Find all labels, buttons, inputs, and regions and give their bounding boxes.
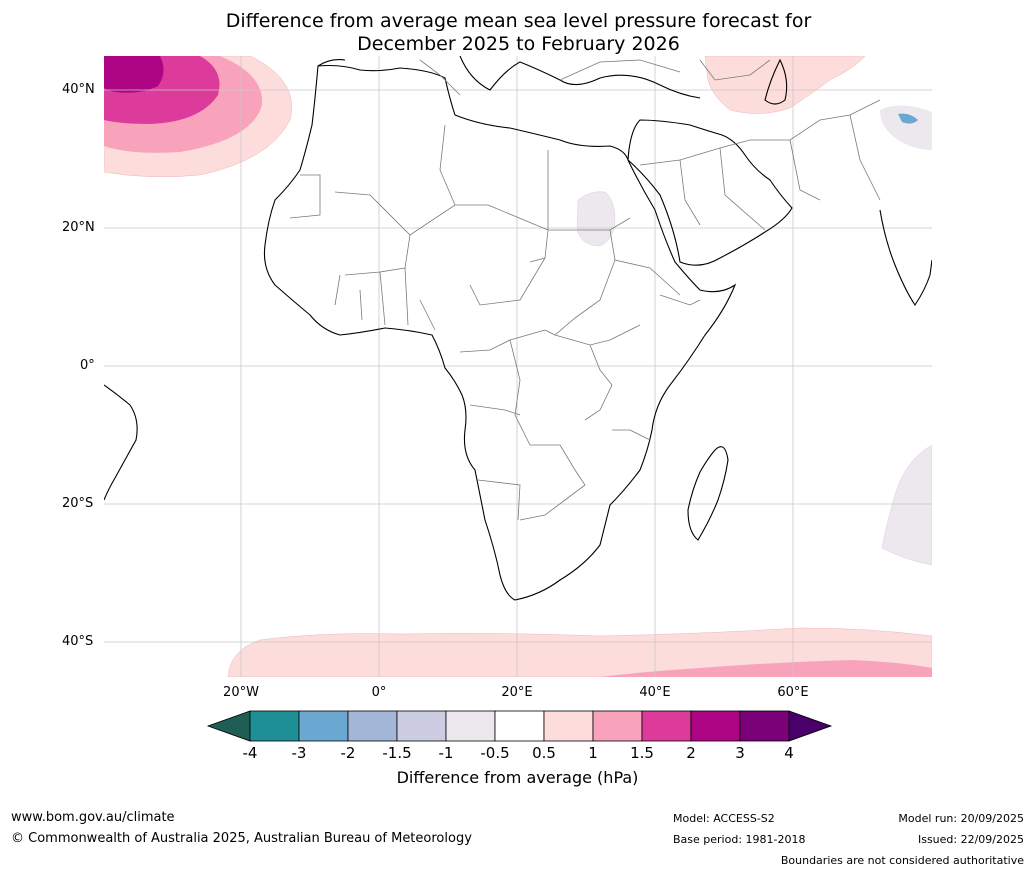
india-coast — [879, 209, 932, 306]
colorbar-cell — [396, 710, 447, 742]
footer-model-run: Model run: 20/09/2025 — [898, 812, 1024, 825]
lon-label-60e: 60°E — [777, 685, 809, 700]
colorbar-cell — [249, 710, 300, 742]
colorbar-cell — [592, 710, 643, 742]
colorbar-cell — [298, 710, 349, 742]
caspian-coast — [764, 58, 788, 105]
colorbar-tick-label: -1 — [438, 744, 454, 762]
colorbar-cell — [347, 710, 398, 742]
anomaly-himalaya-neg2 — [898, 113, 918, 124]
lon-label-0: 0° — [371, 685, 387, 700]
footer-disclaimer: Boundaries are not considered authoritat… — [780, 854, 1024, 867]
gridlines — [104, 56, 932, 677]
lon-label-40e: 40°E — [639, 685, 671, 700]
anomaly-sahara-neg — [576, 191, 616, 247]
anomaly-himalaya-neg — [880, 105, 932, 150]
coastlines — [104, 56, 932, 601]
lat-label-20s: 20°S — [62, 496, 94, 511]
pressure-anomaly-map — [104, 56, 932, 677]
chart-title: Difference from average mean sea level p… — [0, 10, 1035, 56]
colorbar-tick-label: 0.5 — [532, 744, 556, 762]
anomaly-caspian-0.5 — [704, 56, 866, 114]
colorbar-tick-label: -3 — [291, 744, 307, 762]
colorbar-cell — [690, 710, 741, 742]
colorbar-tick-label: -4 — [242, 744, 258, 762]
colorbar-extend-low — [206, 710, 251, 742]
colorbar-tick-label: 3 — [735, 744, 745, 762]
title-line-2: December 2025 to February 2026 — [357, 33, 680, 55]
colorbar-cell — [494, 710, 545, 742]
anomaly-south-1 — [600, 660, 932, 677]
colorbar-tick-label: 1 — [588, 744, 598, 762]
colorbar-cell — [739, 710, 790, 742]
footer-website[interactable]: www.bom.gov.au/climate — [11, 810, 175, 825]
colorbar-tick-label: -0.5 — [480, 744, 510, 762]
footer-model: Model: ACCESS-S2 — [673, 812, 775, 825]
colorbar-tick-label: 1.5 — [630, 744, 654, 762]
footer-copyright: © Commonwealth of Australia 2025, Austra… — [11, 831, 472, 846]
lat-label-40n: 40°N — [62, 82, 95, 97]
footer-issued: Issued: 22/09/2025 — [917, 833, 1024, 846]
madagascar-coast — [687, 446, 729, 541]
colorbar-tick-label: -1.5 — [382, 744, 412, 762]
anomaly-nw-2 — [104, 56, 164, 93]
lon-label-20e: 20°E — [501, 685, 533, 700]
lat-label-20n: 20°N — [62, 220, 95, 235]
africa-coast — [263, 64, 737, 601]
colorbar-extend-high — [788, 710, 833, 742]
arabia-coast — [627, 119, 793, 266]
colorbar-cell — [641, 710, 692, 742]
anomaly-indian-ocean-neg — [881, 444, 932, 566]
colorbar-cells — [206, 710, 833, 742]
colorbar-tick-label: 4 — [784, 744, 794, 762]
colorbar-cell — [543, 710, 594, 742]
colorbar-label: Difference from average (hPa) — [396, 768, 639, 787]
south-america-coast — [104, 384, 138, 501]
footer-base-period: Base period: 1981-2018 — [673, 833, 806, 846]
colorbar-tick-label: -2 — [340, 744, 356, 762]
title-line-1: Difference from average mean sea level p… — [225, 10, 812, 32]
colorbar-cell — [445, 710, 496, 742]
lon-label-20w: 20°W — [223, 685, 259, 700]
country-borders — [289, 59, 881, 521]
lat-label-40s: 40°S — [62, 634, 94, 649]
colorbar-tick-label: 2 — [686, 744, 696, 762]
lat-label-0: 0° — [80, 358, 95, 373]
